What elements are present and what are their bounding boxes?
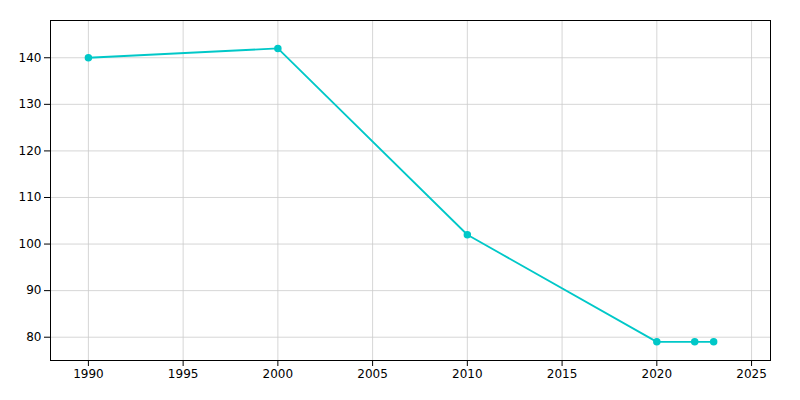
- svg-text:2025: 2025: [736, 367, 767, 381]
- svg-text:1995: 1995: [168, 367, 199, 381]
- svg-text:140: 140: [19, 51, 42, 65]
- svg-text:2000: 2000: [263, 367, 294, 381]
- svg-text:90: 90: [26, 283, 41, 297]
- svg-text:100: 100: [19, 237, 42, 251]
- svg-text:2015: 2015: [547, 367, 578, 381]
- svg-text:2005: 2005: [357, 367, 388, 381]
- svg-text:110: 110: [19, 190, 42, 204]
- svg-text:120: 120: [19, 144, 42, 158]
- svg-text:1990: 1990: [73, 367, 104, 381]
- svg-text:2020: 2020: [642, 367, 673, 381]
- svg-text:80: 80: [26, 330, 41, 344]
- svg-text:2010: 2010: [452, 367, 483, 381]
- svg-text:130: 130: [19, 97, 42, 111]
